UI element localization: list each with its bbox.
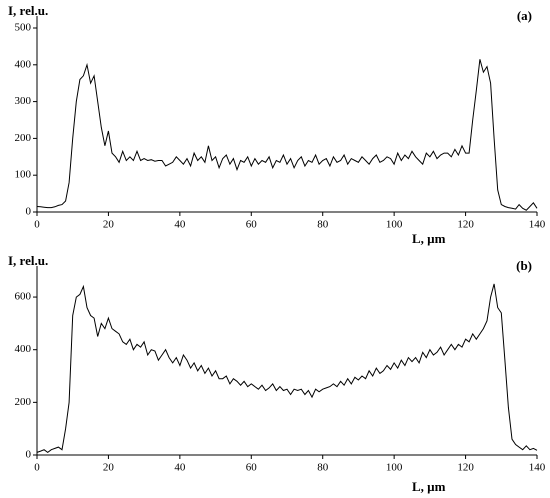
x-tick-label: 0 — [34, 219, 40, 231]
x-tick-label: 60 — [246, 219, 258, 231]
y-tick-label: 200 — [15, 396, 32, 408]
x-tick-label: 60 — [246, 462, 258, 474]
y-tick-label: 300 — [15, 95, 32, 107]
y-tick-label: 400 — [15, 58, 32, 70]
x-tick-label: 80 — [317, 462, 329, 474]
x-axis-label: L, µm — [412, 231, 446, 246]
x-tick-label: 100 — [386, 219, 403, 231]
y-tick-label: 400 — [15, 343, 32, 355]
x-tick-label: 120 — [457, 219, 474, 231]
x-tick-label: 100 — [386, 462, 403, 474]
y-axis-label: I, rel.u. — [8, 3, 48, 18]
x-tick-label: 140 — [529, 219, 546, 231]
x-tick-label: 20 — [103, 219, 115, 231]
panel-label: (a) — [517, 8, 532, 23]
x-tick-label: 120 — [457, 462, 474, 474]
intensity-line — [36, 59, 538, 211]
y-tick-label: 0 — [26, 206, 32, 218]
x-tick-label: 80 — [317, 219, 329, 231]
x-tick-label: 20 — [103, 462, 115, 474]
y-tick-label: 0 — [26, 449, 32, 461]
x-axis-label: L, µm — [412, 479, 446, 494]
y-tick-label: 500 — [15, 22, 32, 34]
x-tick-label: 40 — [174, 219, 186, 231]
y-tick-label: 100 — [15, 169, 32, 181]
x-tick-label: 0 — [34, 462, 40, 474]
x-tick-label: 140 — [529, 462, 546, 474]
intensity-line — [36, 283, 538, 454]
y-tick-label: 600 — [15, 291, 32, 303]
y-tick-label: 200 — [15, 132, 32, 144]
panel-label: (b) — [516, 258, 532, 273]
y-axis-label: I, rel.u. — [8, 253, 48, 268]
x-tick-label: 40 — [174, 462, 186, 474]
